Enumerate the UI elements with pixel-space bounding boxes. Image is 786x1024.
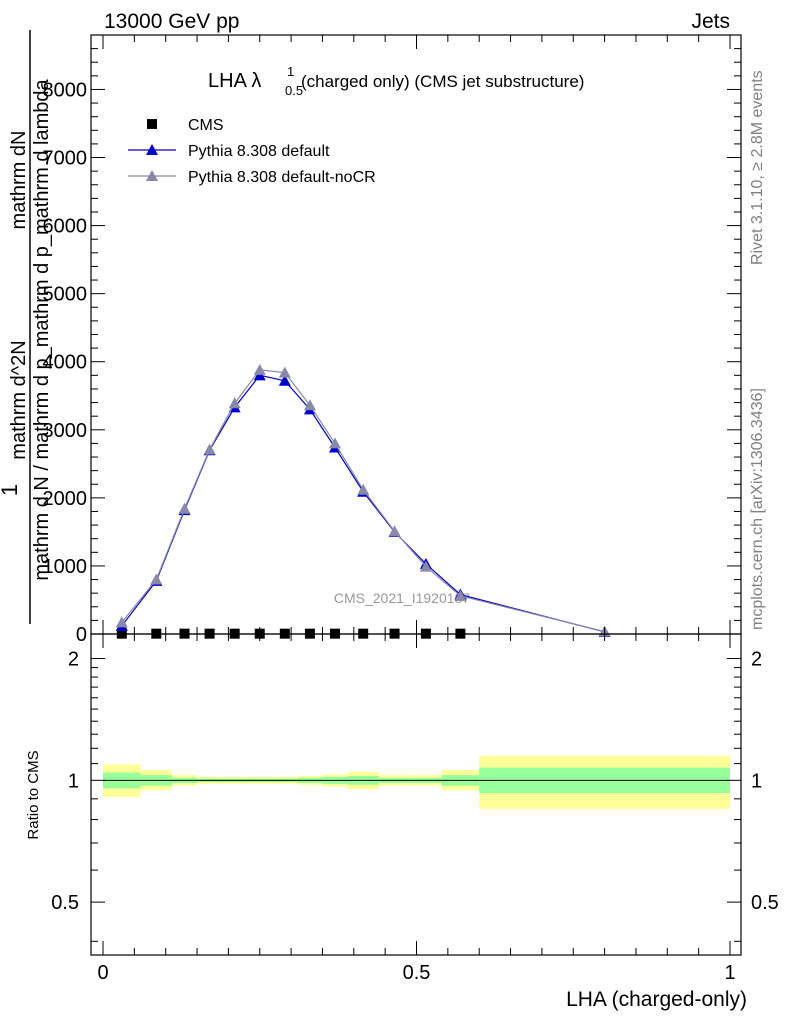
axes: 0 1000 2000 3000 4000 5000 6000 7000 8000 0 0.5 1 0.… [43,34,779,984]
rivet-label: Rivet 3.1.10, ≥ 2.8M events [749,70,766,265]
watermark: CMS_2021_I1920187 [334,590,470,606]
chart-title: LHA λ 1 0.5 (charged only) (CMS jet subs… [208,64,584,98]
ylabel-numerator: mathrm dN [8,131,30,230]
ylabel-denominator: mathrm d N / mathrm d p_mathrm d p_mathr… [31,78,53,580]
legend-marker-default [146,144,158,155]
ratio-tick-label: 0.5 [51,892,79,914]
ratio-bands [103,755,730,809]
point-nocr [253,363,266,375]
y-tick-label: 1000 [43,556,88,578]
point-nocr [454,589,467,601]
legend-entry-nocr: Pythia 8.308 default-noCR [188,169,376,186]
ratio-ylabel: Ratio to CMS [25,750,42,839]
point-nocr [303,399,316,411]
x-tick-label: 0.5 [403,962,431,984]
point-nocr [328,437,341,449]
ratio-tick-label: 1 [68,770,79,792]
point-nocr [115,616,128,628]
y-tick-label: 4000 [43,352,88,374]
title-sup: 1 [287,64,294,79]
ylabel-numerator2: mathrm d^2N [8,340,30,459]
y-tick-label: 5000 [43,284,88,306]
ratio-tick-label-right: 2 [751,649,762,671]
legend-marker-nocr [146,170,158,181]
point-nocr [388,525,401,537]
legend: CMS Pythia 8.308 default Pythia 8.308 de… [128,117,376,186]
y-tick-label: 6000 [43,216,88,238]
legend-marker-cms [147,119,157,129]
header-right: Jets [691,10,730,33]
mcplots-label: mcplots.cern.ch [arXiv:1306.3436] [749,388,766,630]
header-left: 13000 GeV pp [104,10,239,33]
x-tick-label: 1 [724,962,735,984]
title-main: LHA λ [208,70,261,92]
title-rest: (charged only) (CMS jet substructure) [301,72,584,91]
ratio-tick-label-right: 1 [751,770,762,792]
legend-entry-default: Pythia 8.308 default [188,143,330,160]
y-tick-label: 7000 [43,148,88,170]
y-tick-label: 8000 [43,79,88,101]
point-nocr [178,502,191,514]
y-tick-label: 3000 [43,420,88,442]
ylabel-prefix: 1 [0,484,22,496]
y-tick-label: 2000 [43,488,88,510]
point-default [278,374,291,386]
series-line-nocr [121,369,605,633]
ratio-tick-label-right: 0.5 [751,892,779,914]
point-nocr [203,443,216,455]
x-axis-label: LHA (charged-only) [566,988,747,1011]
point-nocr [278,366,291,378]
point-nocr [228,397,241,409]
y-tick-label: 0 [76,624,87,646]
point-nocr [150,573,163,585]
point-nocr [357,483,370,495]
x-tick-label: 0 [97,962,108,984]
y-axis-label: 1 mathrm dN mathrm d^2N mathrm d N / mat… [0,30,53,624]
title-sub: 0.5 [285,83,303,98]
legend-entry-cms: CMS [188,117,224,134]
point-nocr [419,560,432,572]
ratio-tick-label: 2 [68,649,79,671]
